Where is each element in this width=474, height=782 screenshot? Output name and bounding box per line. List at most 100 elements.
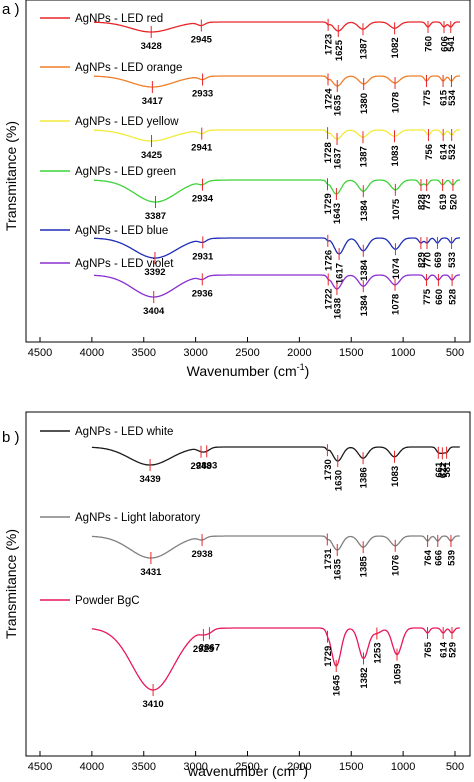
peak-label-0-4-7: 829 [416, 252, 427, 268]
legend-label-0-1: AgNPs - LED orange [75, 62, 182, 74]
peak-label-0-0-6: 760 [424, 36, 435, 52]
panel-b-x-tick-label-8: 500 [446, 761, 464, 773]
peak-label-1-0-2: 2893 [196, 460, 217, 471]
peak-label-0-4-3: 1617 [335, 263, 346, 284]
peak-label-0-1-0: 3417 [142, 96, 163, 107]
panel-a-label: a ) [2, 1, 20, 18]
peak-label-1-2-10: 529 [447, 642, 458, 658]
peak-label-1-0-6: 1083 [390, 466, 401, 487]
spectrum-line-0-5 [93, 274, 460, 298]
peak-label-0-5-6: 775 [422, 288, 433, 305]
peak-label-1-2-5: 1382 [359, 667, 370, 688]
peak-label-0-4-4: 1384 [359, 259, 370, 281]
peak-label-0-4-9: 533 [447, 252, 458, 268]
peak-label-0-4-1: 2931 [192, 251, 214, 262]
spectrum-line-1-1 [91, 535, 460, 559]
peak-label-1-2-7: 1059 [393, 664, 404, 685]
panel-b-y-axis-label: Transmitance (%) [3, 529, 19, 639]
peak-label-0-4-6: 770 [422, 252, 433, 268]
peak-label-0-3-1: 2934 [192, 194, 214, 205]
panel-a-x-tick-label-2: 3500 [132, 347, 156, 359]
peak-label-0-0-3: 1625 [334, 39, 345, 61]
spectrum-line-1-0 [91, 446, 460, 466]
legend-label-1-1: AgNPs - Light laboratory [75, 512, 201, 524]
peak-label-0-0-2: 1723 [324, 34, 335, 55]
peak-label-1-1-5: 1076 [391, 555, 402, 576]
peak-label-0-2-6: 756 [424, 144, 435, 160]
panel-b-x-tick-label-2: 3500 [132, 761, 156, 773]
panel-a-x-tick-label-1: 4000 [80, 347, 104, 359]
legend-label-1-2: Powder BgC [75, 595, 140, 607]
peak-label-0-1-5: 1078 [391, 92, 402, 113]
peak-label-1-0-5: 1386 [359, 467, 370, 488]
peak-label-0-1-6: 775 [422, 89, 433, 106]
peak-label-0-1-4: 1380 [359, 93, 370, 114]
peak-label-0-2-4: 1387 [358, 146, 369, 167]
panel-b-x-tick-label-5: 2000 [287, 761, 311, 773]
peak-label-0-0-1: 2945 [191, 35, 213, 46]
peak-label-1-1-7: 666 [433, 550, 444, 566]
panel-a-x-axis-label: Wavenumber (cm-1) [187, 362, 310, 379]
series-1-1: AgNPs - Light laboratory 3431 2938 17311635… [40, 512, 460, 580]
peak-label-1-2-0: 3410 [143, 699, 164, 710]
panel-b-x-tick-label-4: 2500 [235, 761, 259, 773]
peak-label-0-4-0: 3392 [144, 267, 165, 278]
peak-label-1-1-4: 1385 [359, 555, 370, 577]
peak-label-1-2-1: 2925 [193, 644, 215, 655]
peak-label-0-5-4: 1384 [359, 294, 370, 316]
spectrum-line-0-2 [93, 129, 460, 142]
panel-a-x-tick-label-0: 4500 [28, 347, 52, 359]
peak-label-0-1-2: 1724 [324, 88, 335, 110]
spectrum-line-0-1 [94, 75, 460, 88]
peak-label-0-2-1: 2941 [191, 143, 213, 154]
legend-label-0-2: AgNPs - LED yellow [75, 116, 179, 128]
peak-label-1-1-2: 1731 [323, 548, 334, 570]
legend-label-0-3: AgNPs - LED green [75, 166, 176, 178]
peak-label-0-3-7: 773 [422, 194, 433, 210]
peak-label-0-2-7: 614 [439, 143, 450, 160]
peak-label-0-5-8: 528 [448, 289, 459, 305]
peak-label-0-5-3: 1638 [332, 298, 343, 319]
peak-label-1-2-6: 1253 [372, 643, 383, 664]
peak-label-0-1-1: 2933 [192, 89, 213, 100]
peak-label-1-0-9: 581 [442, 461, 453, 478]
panel-a-x-tick-label-7: 1000 [391, 347, 415, 359]
peak-label-0-2-8: 532 [447, 144, 458, 160]
peak-label-0-5-5: 1078 [391, 294, 402, 315]
panel-a-x-tick-label-5: 2000 [287, 347, 311, 359]
peak-label-0-3-3: 1643 [332, 203, 343, 224]
peak-label-1-0-3: 1730 [323, 459, 334, 480]
panel-b-x-tick-label-1: 4000 [80, 761, 104, 773]
legend-label-0-0: AgNPs - LED red [75, 13, 163, 25]
panel-b-x-axis: 4500 4000 3500 3000 2500 2000 1500 1000 500 [28, 751, 464, 773]
legend-label-1-0: AgNPs - LED white [75, 426, 173, 438]
peak-label-0-3-9: 520 [448, 194, 459, 210]
peak-label-1-0-4: 1630 [333, 470, 344, 491]
panel-b-x-tick-label-3: 3000 [183, 761, 207, 773]
panel-b-x-tick-label-6: 1500 [339, 761, 363, 773]
peak-label-0-0-0: 3428 [141, 41, 162, 52]
peak-label-0-5-0: 3404 [143, 306, 165, 317]
peak-label-0-2-0: 3425 [141, 150, 163, 161]
peak-label-0-2-3: 1637 [333, 148, 344, 169]
panel-b: b ) 4500 4000 3500 3000 2500 2000 1500 1000 500 … [2, 411, 471, 779]
peak-label-1-2-3: 1729 [323, 646, 334, 667]
peak-label-1-0-1: 2948 [190, 461, 211, 472]
peak-label-0-2-2: 1728 [323, 142, 334, 163]
peak-label-0-4-5: 1074 [391, 257, 402, 279]
peak-label-0-2-5: 1083 [390, 145, 401, 166]
peak-label-0-1-8: 534 [447, 89, 458, 106]
panel-b-x-tick-label-0: 4500 [28, 761, 52, 773]
peak-label-0-1-3: 1635 [333, 94, 344, 116]
legend-label-0-4: AgNPs - LED blue [75, 225, 168, 237]
peak-label-1-2-9: 614 [439, 641, 450, 658]
peak-label-1-2-8: 765 [423, 641, 434, 658]
panel-a: a ) 4500 4000 3500 3000 2500 2000 1500 1000 500 … [2, 0, 471, 379]
panel-a-x-tick-label-6: 1500 [339, 347, 363, 359]
panel-a-y-axis-label: Transmitance (%) [3, 121, 19, 231]
peak-label-0-4-2: 1726 [323, 250, 334, 271]
